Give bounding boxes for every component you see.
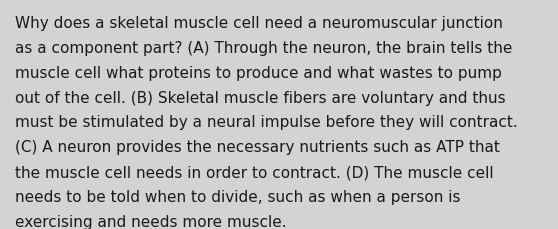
Text: (C) A neuron provides the necessary nutrients such as ATP that: (C) A neuron provides the necessary nutr… — [15, 140, 500, 155]
Text: exercising and needs more muscle.: exercising and needs more muscle. — [15, 214, 287, 229]
Text: as a component part? (A) Through the neuron, the brain tells the: as a component part? (A) Through the neu… — [15, 41, 512, 56]
Text: out of the cell. (B) Skeletal muscle fibers are voluntary and thus: out of the cell. (B) Skeletal muscle fib… — [15, 90, 506, 105]
Text: must be stimulated by a neural impulse before they will contract.: must be stimulated by a neural impulse b… — [15, 115, 518, 130]
Text: Why does a skeletal muscle cell need a neuromuscular junction: Why does a skeletal muscle cell need a n… — [15, 16, 503, 31]
Text: needs to be told when to divide, such as when a person is: needs to be told when to divide, such as… — [15, 189, 460, 204]
Text: muscle cell what proteins to produce and what wastes to pump: muscle cell what proteins to produce and… — [15, 65, 502, 80]
Text: the muscle cell needs in order to contract. (D) The muscle cell: the muscle cell needs in order to contra… — [15, 164, 494, 179]
